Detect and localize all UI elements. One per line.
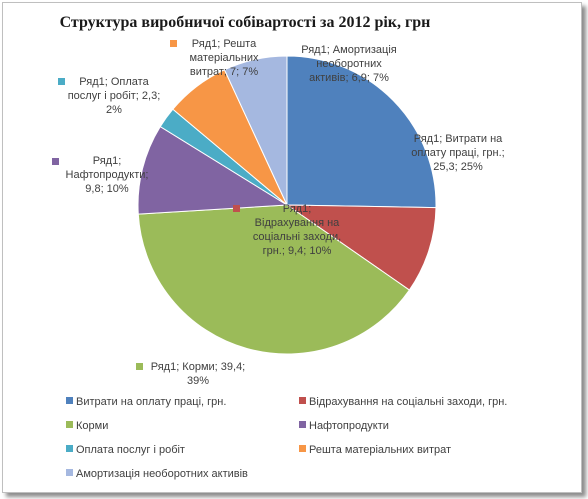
legend-item-амортизація-необоротних-активів: Амортизація необоротних активів: [66, 468, 248, 480]
data-label-1: Ряд1; Відрахування на соціальні заходи, грн…: [233, 203, 341, 257]
data-label-0: Ряд1; Витрати на оплату праці, грн.; 25,3;…: [411, 133, 504, 173]
data-labels: Ряд1; Витрати на оплату праці, грн.; 25,3;…: [52, 38, 505, 387]
pie-slice-0: [286, 55, 437, 209]
legend-item-оплата-послуг-і-робіт: Оплата послуг і робіт: [66, 444, 185, 456]
pie-slices: [137, 55, 437, 355]
data-label-text-3: Ряд1; Нафтопродукти; 9,8; 10%: [66, 155, 149, 195]
legend: Витрати на оплату праці, грн. Відрахуванн…: [66, 396, 507, 480]
legend-item-витрати-на-оплату-праці-грн: Витрати на оплату праці, грн.: [66, 396, 226, 408]
data-label-text-5: Ряд1; Решта матеріальних витрат; 7; 7%: [189, 38, 259, 78]
pie-slice-3: [137, 125, 289, 215]
legend-label: Нафтопродукти: [309, 420, 389, 432]
legend-label: Оплата послуг і робіт: [76, 444, 185, 456]
data-label-text-0: Ряд1; Витрати на оплату праці, грн.; 25,3;…: [411, 133, 504, 173]
pie-slice-1: [285, 204, 437, 291]
legend-item-корми: Корми: [66, 420, 108, 432]
pie-chart: Структура виробничої собівартості за 201…: [52, 14, 507, 480]
legend-item-решта-матеріальних-витрат: Решта матеріальних витрат: [299, 444, 451, 456]
legend-item-відрахування-на-соціальні-заходи-грн: Відрахування на соціальні заходи, грн.: [299, 396, 507, 408]
legend-label: Витрати на оплату праці, грн.: [76, 396, 226, 408]
chart-title: Структура виробничої собівартості за 201…: [60, 14, 431, 31]
data-label-text-4: Ряд1; Оплата послуг і робіт; 2,3; 2%: [68, 76, 161, 116]
data-label-marker-5: [170, 40, 177, 47]
data-label-2: Ряд1; Корми; 39,4; 39%: [136, 361, 245, 387]
data-label-marker-2: [136, 363, 143, 370]
data-label-marker-1: [233, 205, 240, 212]
data-label-3: Ряд1; Нафтопродукти; 9,8; 10%: [52, 155, 148, 195]
legend-swatch: [66, 397, 73, 404]
legend-swatch: [299, 445, 306, 452]
data-label-6: Ряд1; Амортизація необоротних активів; 6,9…: [301, 44, 397, 84]
data-label-marker-4: [58, 78, 65, 85]
legend-swatch: [66, 421, 73, 428]
legend-label: Амортизація необоротних активів: [76, 468, 248, 480]
legend-item-нафтопродукти: Нафтопродукти: [299, 420, 389, 432]
legend-label: Решта матеріальних витрат: [309, 444, 451, 456]
pie-slice-6: [223, 55, 288, 206]
legend-label: Корми: [76, 420, 108, 432]
data-label-text-6: Ряд1; Амортизація необоротних активів; 6,9…: [301, 44, 397, 84]
pie-slice-2: [137, 204, 411, 355]
legend-swatch: [299, 397, 306, 404]
legend-swatch: [66, 445, 73, 452]
legend-swatch: [66, 469, 73, 476]
legend-swatch: [299, 421, 306, 428]
data-label-5: Ряд1; Решта матеріальних витрат; 7; 7%: [170, 38, 259, 78]
chart-area: Структура виробничої собівартості за 201…: [2, 2, 582, 493]
data-label-4: Ряд1; Оплата послуг і робіт; 2,3; 2%: [58, 76, 160, 116]
data-label-text-1: Ряд1; Відрахування на соціальні заходи, грн…: [253, 203, 341, 257]
data-label-marker-3: [52, 158, 59, 165]
legend-label: Відрахування на соціальні заходи, грн.: [309, 396, 507, 408]
data-label-text-2: Ряд1; Корми; 39,4; 39%: [151, 361, 246, 387]
